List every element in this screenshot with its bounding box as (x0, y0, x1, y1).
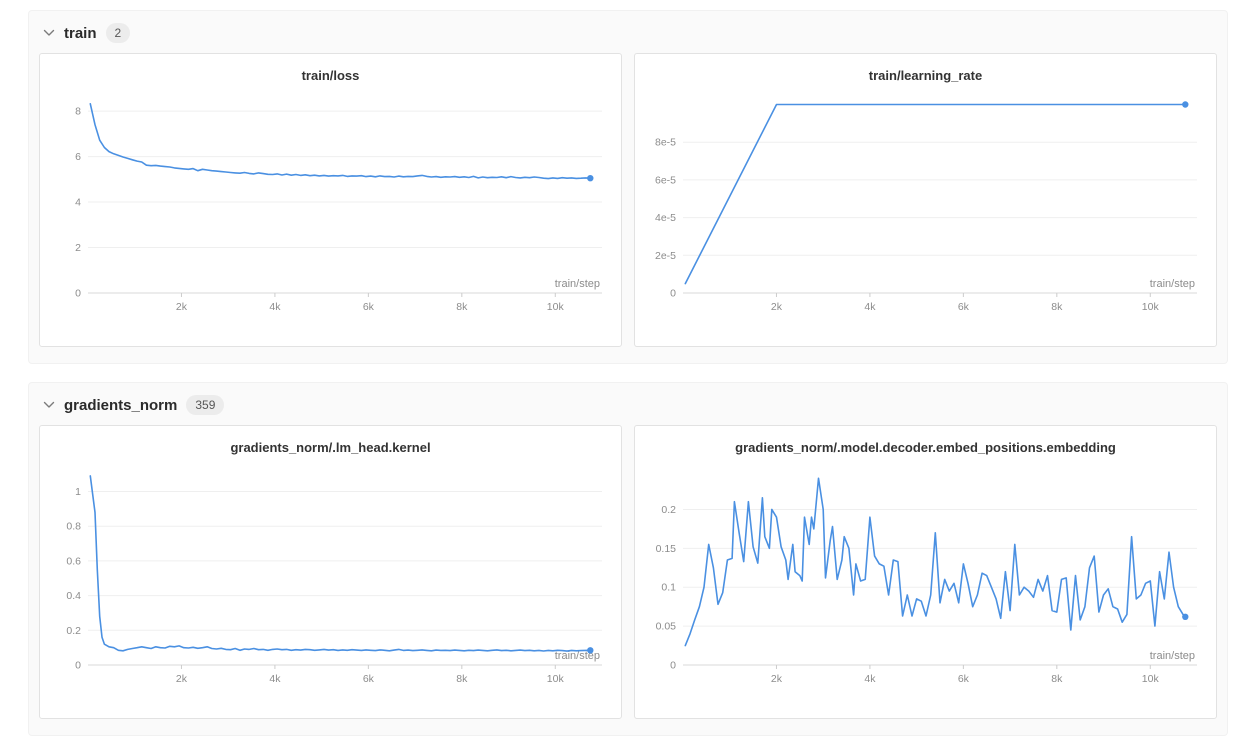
series-line (88, 103, 591, 180)
series-line (683, 103, 1186, 285)
section-header-gradients-norm[interactable]: gradients_norm 359 (39, 391, 1217, 425)
x-tick-label: 2k (175, 301, 187, 313)
x-axis-label: train/step (1149, 278, 1194, 290)
chart-grid: train/loss 0 2 4 6 8 2k 4k 6k 8k 10k train/step trai… (39, 53, 1217, 347)
y-tick-label: 0.4 (66, 590, 81, 602)
x-tick-label: 10k (546, 673, 564, 685)
x-tick-label: 10k (1141, 301, 1159, 313)
x-axis-label: train/step (1149, 650, 1194, 662)
section-gradients-norm: gradients_norm 359 gradients_norm/.lm_he… (28, 382, 1228, 736)
chevron-down-icon[interactable] (43, 29, 55, 37)
y-tick-label: 4e-5 (654, 212, 675, 224)
x-tick-label: 6k (957, 673, 969, 685)
section-train: train 2 train/loss 0 2 4 6 8 2k 4k 6k 8k 10k train/… (28, 10, 1228, 364)
series-endpoint-dot (1181, 613, 1188, 620)
x-tick-label: 4k (269, 673, 281, 685)
y-tick-label: 2 (75, 242, 81, 254)
y-tick-label: 0.1 (661, 582, 676, 594)
x-tick-label: 8k (456, 301, 468, 313)
y-tick-label: 0.05 (655, 621, 676, 633)
line-chart[interactable]: 0 0.2 0.4 0.6 0.8 1 2k 4k 6k 8k 10k train/step (46, 461, 616, 695)
y-tick-label: 4 (75, 197, 81, 209)
series-line (88, 475, 591, 652)
x-tick-label: 10k (1141, 673, 1159, 685)
y-tick-label: 2e-5 (654, 250, 675, 262)
y-tick-label: 6e-5 (654, 174, 675, 186)
chart-card[interactable]: gradients_norm/.model.decoder.embed_posi… (634, 425, 1217, 719)
line-chart[interactable]: 0 0.05 0.1 0.15 0.2 2k 4k 6k 8k 10k train/step (641, 461, 1211, 695)
y-tick-label: 6 (75, 151, 81, 163)
y-tick-label: 8 (75, 106, 81, 118)
section-title: gradients_norm (64, 396, 178, 414)
y-tick-label: 0.2 (661, 504, 676, 516)
x-axis-label: train/step (554, 278, 599, 290)
y-tick-label: 0 (75, 288, 81, 300)
x-tick-label: 4k (864, 673, 876, 685)
x-tick-label: 6k (957, 301, 969, 313)
y-tick-label: 0 (670, 288, 676, 300)
y-tick-label: 0.2 (66, 625, 81, 637)
series-endpoint-dot (586, 175, 593, 182)
chart-title: train/learning_rate (868, 68, 983, 83)
x-tick-label: 6k (362, 673, 374, 685)
y-tick-label: 0.8 (66, 521, 81, 533)
x-tick-label: 6k (362, 301, 374, 313)
chart-title: gradients_norm/.lm_head.kernel (230, 440, 431, 455)
chart-title: gradients_norm/.model.decoder.embed_posi… (735, 440, 1116, 455)
x-tick-label: 4k (269, 301, 281, 313)
line-chart[interactable]: 0 2e-5 4e-5 6e-5 8e-5 2k 4k 6k 8k 10k train/step (641, 89, 1211, 323)
x-tick-label: 8k (456, 673, 468, 685)
x-tick-label: 4k (864, 301, 876, 313)
x-axis-label: train/step (554, 650, 599, 662)
x-tick-label: 10k (546, 301, 564, 313)
x-tick-label: 2k (770, 301, 782, 313)
chart-card[interactable]: gradients_norm/.lm_head.kernel 0 0.2 0.4 0.6… (39, 425, 622, 719)
section-title: train (64, 24, 97, 42)
section-count-badge: 2 (105, 23, 131, 43)
series-endpoint-dot (586, 647, 593, 654)
series-endpoint-dot (1181, 101, 1188, 108)
y-tick-label: 1 (75, 486, 81, 498)
chart-card[interactable]: train/loss 0 2 4 6 8 2k 4k 6k 8k 10k train/step (39, 53, 622, 347)
chevron-down-icon[interactable] (43, 401, 55, 409)
series-line (683, 477, 1186, 647)
chart-card[interactable]: train/learning_rate 0 2e-5 4e-5 6e-5 8e-5 2k 4k… (634, 53, 1217, 347)
y-tick-label: 0 (75, 660, 81, 672)
x-tick-label: 2k (770, 673, 782, 685)
x-tick-label: 8k (1051, 301, 1063, 313)
section-count-badge: 359 (186, 395, 225, 415)
y-tick-label: 0 (670, 660, 676, 672)
x-tick-label: 2k (175, 673, 187, 685)
chart-title: train/loss (301, 68, 360, 83)
section-header-train[interactable]: train 2 (39, 19, 1217, 53)
x-tick-label: 8k (1051, 673, 1063, 685)
chart-grid: gradients_norm/.lm_head.kernel 0 0.2 0.4 0.6… (39, 425, 1217, 719)
y-tick-label: 0.6 (66, 555, 81, 567)
line-chart[interactable]: 0 2 4 6 8 2k 4k 6k 8k 10k train/step (46, 89, 616, 323)
y-tick-label: 8e-5 (654, 137, 675, 149)
y-tick-label: 0.15 (655, 543, 676, 555)
